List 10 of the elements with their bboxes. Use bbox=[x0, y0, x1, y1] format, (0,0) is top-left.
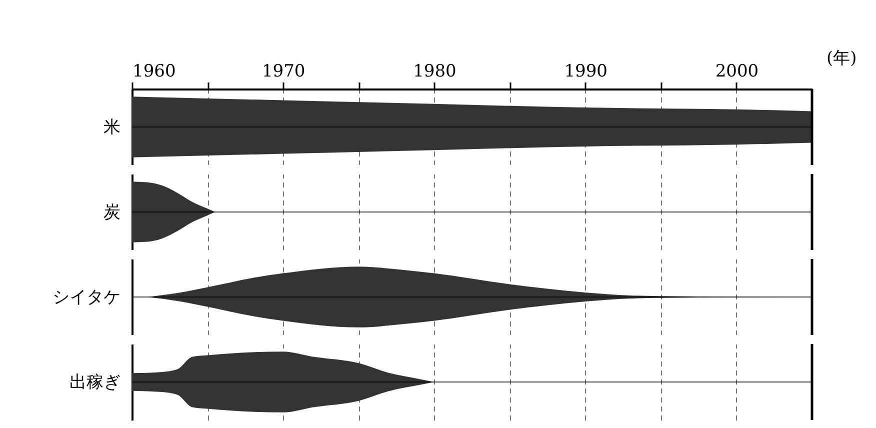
y-axis-title: 米 bbox=[104, 118, 120, 138]
y-axis-title: 炭 bbox=[104, 202, 120, 222]
x-tick-label: 2000 bbox=[715, 62, 759, 82]
x-tick-label: 1960 bbox=[132, 62, 176, 82]
y-axis-title: 出稼ぎ bbox=[70, 372, 120, 392]
x-tick-label: 1970 bbox=[262, 62, 306, 82]
x-tick-label: 1990 bbox=[564, 62, 608, 82]
x-axis-title: (年) bbox=[826, 48, 857, 68]
y-axis-title: シイタケ bbox=[52, 288, 120, 308]
x-tick-label: 1980 bbox=[413, 62, 456, 82]
